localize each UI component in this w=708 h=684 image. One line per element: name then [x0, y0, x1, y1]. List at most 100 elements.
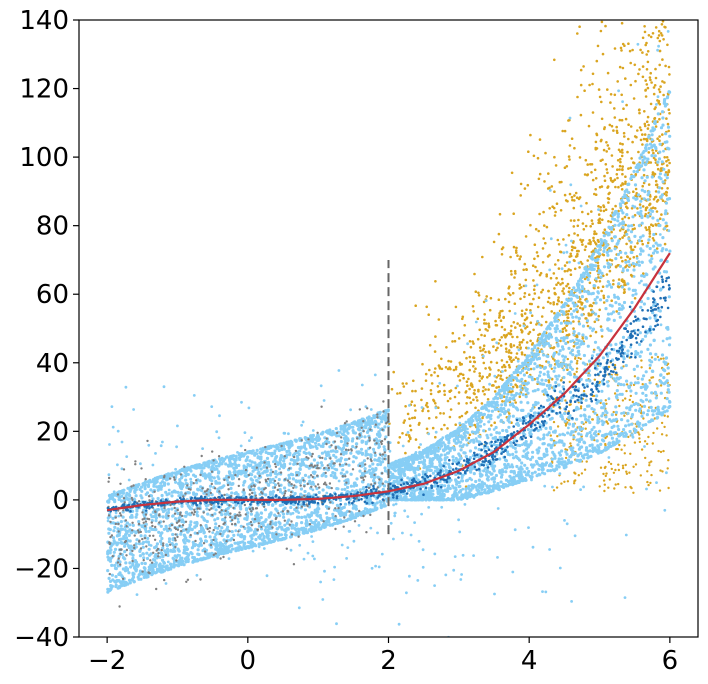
gold-point	[592, 239, 595, 242]
gold-point	[610, 154, 614, 157]
gold-point	[597, 266, 600, 270]
light-blue-point	[662, 382, 666, 386]
light-blue-point	[159, 481, 163, 485]
gold-point	[627, 216, 631, 220]
light-blue-point	[490, 409, 494, 413]
light-blue-point	[485, 463, 489, 467]
gold-point	[463, 350, 466, 354]
gold-point	[642, 173, 646, 177]
gold-point	[493, 421, 497, 425]
gold-point	[556, 259, 560, 262]
light-blue-point	[530, 471, 534, 475]
light-blue-point	[377, 422, 381, 426]
gold-point	[659, 169, 662, 172]
gold-point	[599, 206, 602, 209]
gold-point	[624, 223, 627, 227]
gold-point	[647, 151, 651, 154]
gold-point	[591, 222, 594, 225]
gold-point	[607, 365, 611, 369]
gold-point	[658, 217, 662, 220]
gold-point	[651, 171, 655, 174]
gold-point	[557, 296, 560, 299]
gold-point	[654, 67, 657, 71]
gold-point	[509, 329, 513, 333]
gold-point	[535, 269, 539, 273]
gold-point	[473, 272, 476, 276]
gold-point	[511, 335, 514, 339]
light-blue-point	[313, 441, 318, 445]
gold-point	[522, 338, 525, 342]
gold-point	[633, 227, 636, 230]
light-blue-point	[416, 464, 421, 468]
light-blue-point	[376, 463, 380, 467]
gold-point	[483, 322, 486, 325]
light-blue-point	[558, 349, 562, 353]
gold-point	[505, 360, 509, 364]
gold-point	[589, 303, 592, 307]
light-blue-point	[646, 296, 650, 301]
gold-point	[414, 438, 418, 441]
gold-point	[488, 308, 492, 312]
light-blue-point	[583, 289, 587, 293]
gold-point	[659, 384, 663, 387]
gold-point	[532, 288, 536, 292]
gold-point	[573, 194, 576, 197]
light-blue-point	[613, 295, 617, 299]
light-blue-point	[503, 458, 507, 462]
light-blue-point	[174, 480, 178, 484]
light-blue-point	[299, 445, 303, 449]
gold-point	[518, 287, 521, 290]
gold-point	[607, 197, 611, 201]
light-blue-point	[349, 451, 353, 455]
gold-point	[443, 393, 447, 397]
gold-point	[607, 147, 611, 150]
light-blue-point	[662, 376, 666, 380]
gold-point	[659, 32, 663, 35]
gold-point	[566, 316, 570, 320]
gold-point	[590, 210, 593, 213]
gold-point	[627, 42, 630, 45]
gold-point	[597, 240, 600, 243]
gold-point	[557, 243, 561, 246]
gold-point	[481, 389, 485, 393]
light-blue-point	[327, 486, 331, 490]
gold-point	[605, 141, 608, 144]
gold-point	[587, 124, 591, 128]
gold-point	[529, 133, 532, 137]
light-blue-point	[628, 263, 632, 267]
gold-point	[493, 390, 497, 393]
gold-point	[576, 32, 579, 35]
light-blue-point	[196, 548, 200, 552]
gold-point	[600, 20, 604, 24]
light-blue-point	[640, 377, 644, 381]
light-blue-point	[457, 485, 461, 489]
gold-point	[448, 366, 451, 369]
gold-point	[651, 237, 655, 240]
gold-point	[618, 118, 622, 122]
gold-point	[564, 399, 567, 402]
gold-point	[621, 259, 624, 263]
gold-point	[479, 349, 482, 353]
gold-point	[654, 195, 658, 199]
light-blue-point	[609, 285, 614, 289]
gold-point	[665, 156, 669, 159]
light-blue-point	[500, 403, 504, 407]
light-blue-point	[316, 461, 320, 465]
gold-point	[601, 218, 604, 222]
gold-point	[658, 139, 661, 142]
gold-point	[527, 332, 530, 336]
light-blue-point	[305, 464, 309, 469]
gold-point	[666, 415, 669, 418]
light-blue-point	[354, 442, 359, 446]
gold-point	[628, 49, 632, 53]
gold-point	[402, 421, 406, 424]
light-blue-point	[538, 370, 543, 374]
gold-point	[516, 345, 519, 349]
gold-point	[567, 419, 571, 422]
gold-point	[603, 174, 606, 178]
gold-point	[640, 197, 644, 200]
light-blue-point	[559, 321, 563, 325]
gold-point	[628, 471, 631, 474]
gold-point	[498, 312, 501, 315]
gold-point	[633, 245, 637, 249]
